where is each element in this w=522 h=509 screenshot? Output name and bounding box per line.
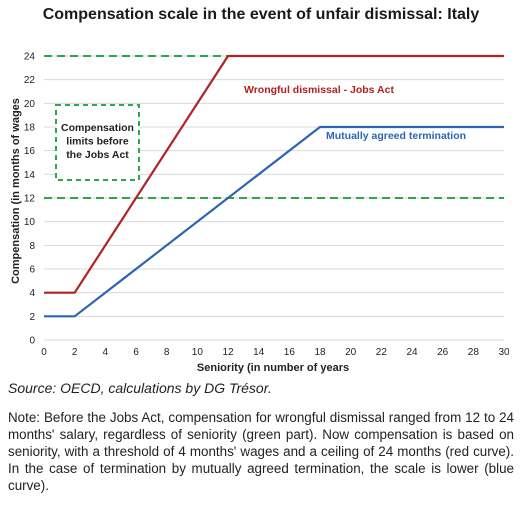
x-axis-label: Seniority (in number of years: [197, 362, 349, 374]
series-line: [44, 54, 504, 294]
x-tick-label: 30: [498, 347, 510, 358]
annotation-box: [55, 104, 140, 181]
x-tick-label: 10: [192, 347, 204, 358]
y-tick-label: 4: [29, 288, 35, 299]
chart-title: Compensation scale in the event of unfai…: [42, 6, 480, 23]
x-tick-label: 4: [103, 347, 109, 358]
y-tick-label: 10: [24, 217, 36, 228]
x-tick-label: 12: [222, 347, 234, 358]
source-text: Source: OECD, calculations by DG Trésor.: [8, 380, 272, 396]
series-line: [44, 125, 504, 318]
x-tick-label: 14: [253, 347, 265, 358]
x-tick-label: 8: [164, 347, 170, 358]
y-tick-label: 16: [24, 146, 36, 157]
y-tick-label: 0: [29, 336, 35, 347]
x-tick-label: 6: [133, 347, 139, 358]
annotation-text: the Jobs Act: [66, 149, 129, 161]
x-tick-label: 16: [284, 347, 296, 358]
x-tick-label: 20: [345, 347, 357, 358]
y-tick-label: 2: [29, 312, 35, 323]
y-tick-label: 24: [24, 52, 36, 63]
y-tick-label: 12: [24, 194, 36, 205]
y-tick-label: 22: [24, 75, 36, 86]
x-tick-label: 0: [41, 347, 47, 358]
annotation-text: limits before: [66, 136, 129, 148]
x-tick-label: 28: [468, 347, 480, 358]
x-tick-label: 26: [437, 347, 449, 358]
x-tick-label: 22: [376, 347, 388, 358]
y-axis-label: Compensation (in months of wages: [10, 98, 22, 284]
series-label: Wrongful dismissal - Jobs Act: [244, 84, 394, 96]
y-tick-label: 14: [24, 170, 36, 181]
x-tick-label: 2: [72, 347, 78, 358]
series-label: Mutually agreed termination: [326, 130, 466, 142]
y-tick-label: 6: [29, 265, 35, 276]
y-tick-label: 8: [29, 241, 35, 252]
x-tick-label: 24: [406, 347, 418, 358]
note-text: Note: Before the Jobs Act, compensation …: [8, 410, 514, 493]
x-tick-label: 18: [314, 347, 326, 358]
annotation-text: Compensation: [61, 122, 134, 134]
y-tick-label: 20: [24, 99, 36, 110]
y-tick-label: 18: [24, 123, 36, 134]
